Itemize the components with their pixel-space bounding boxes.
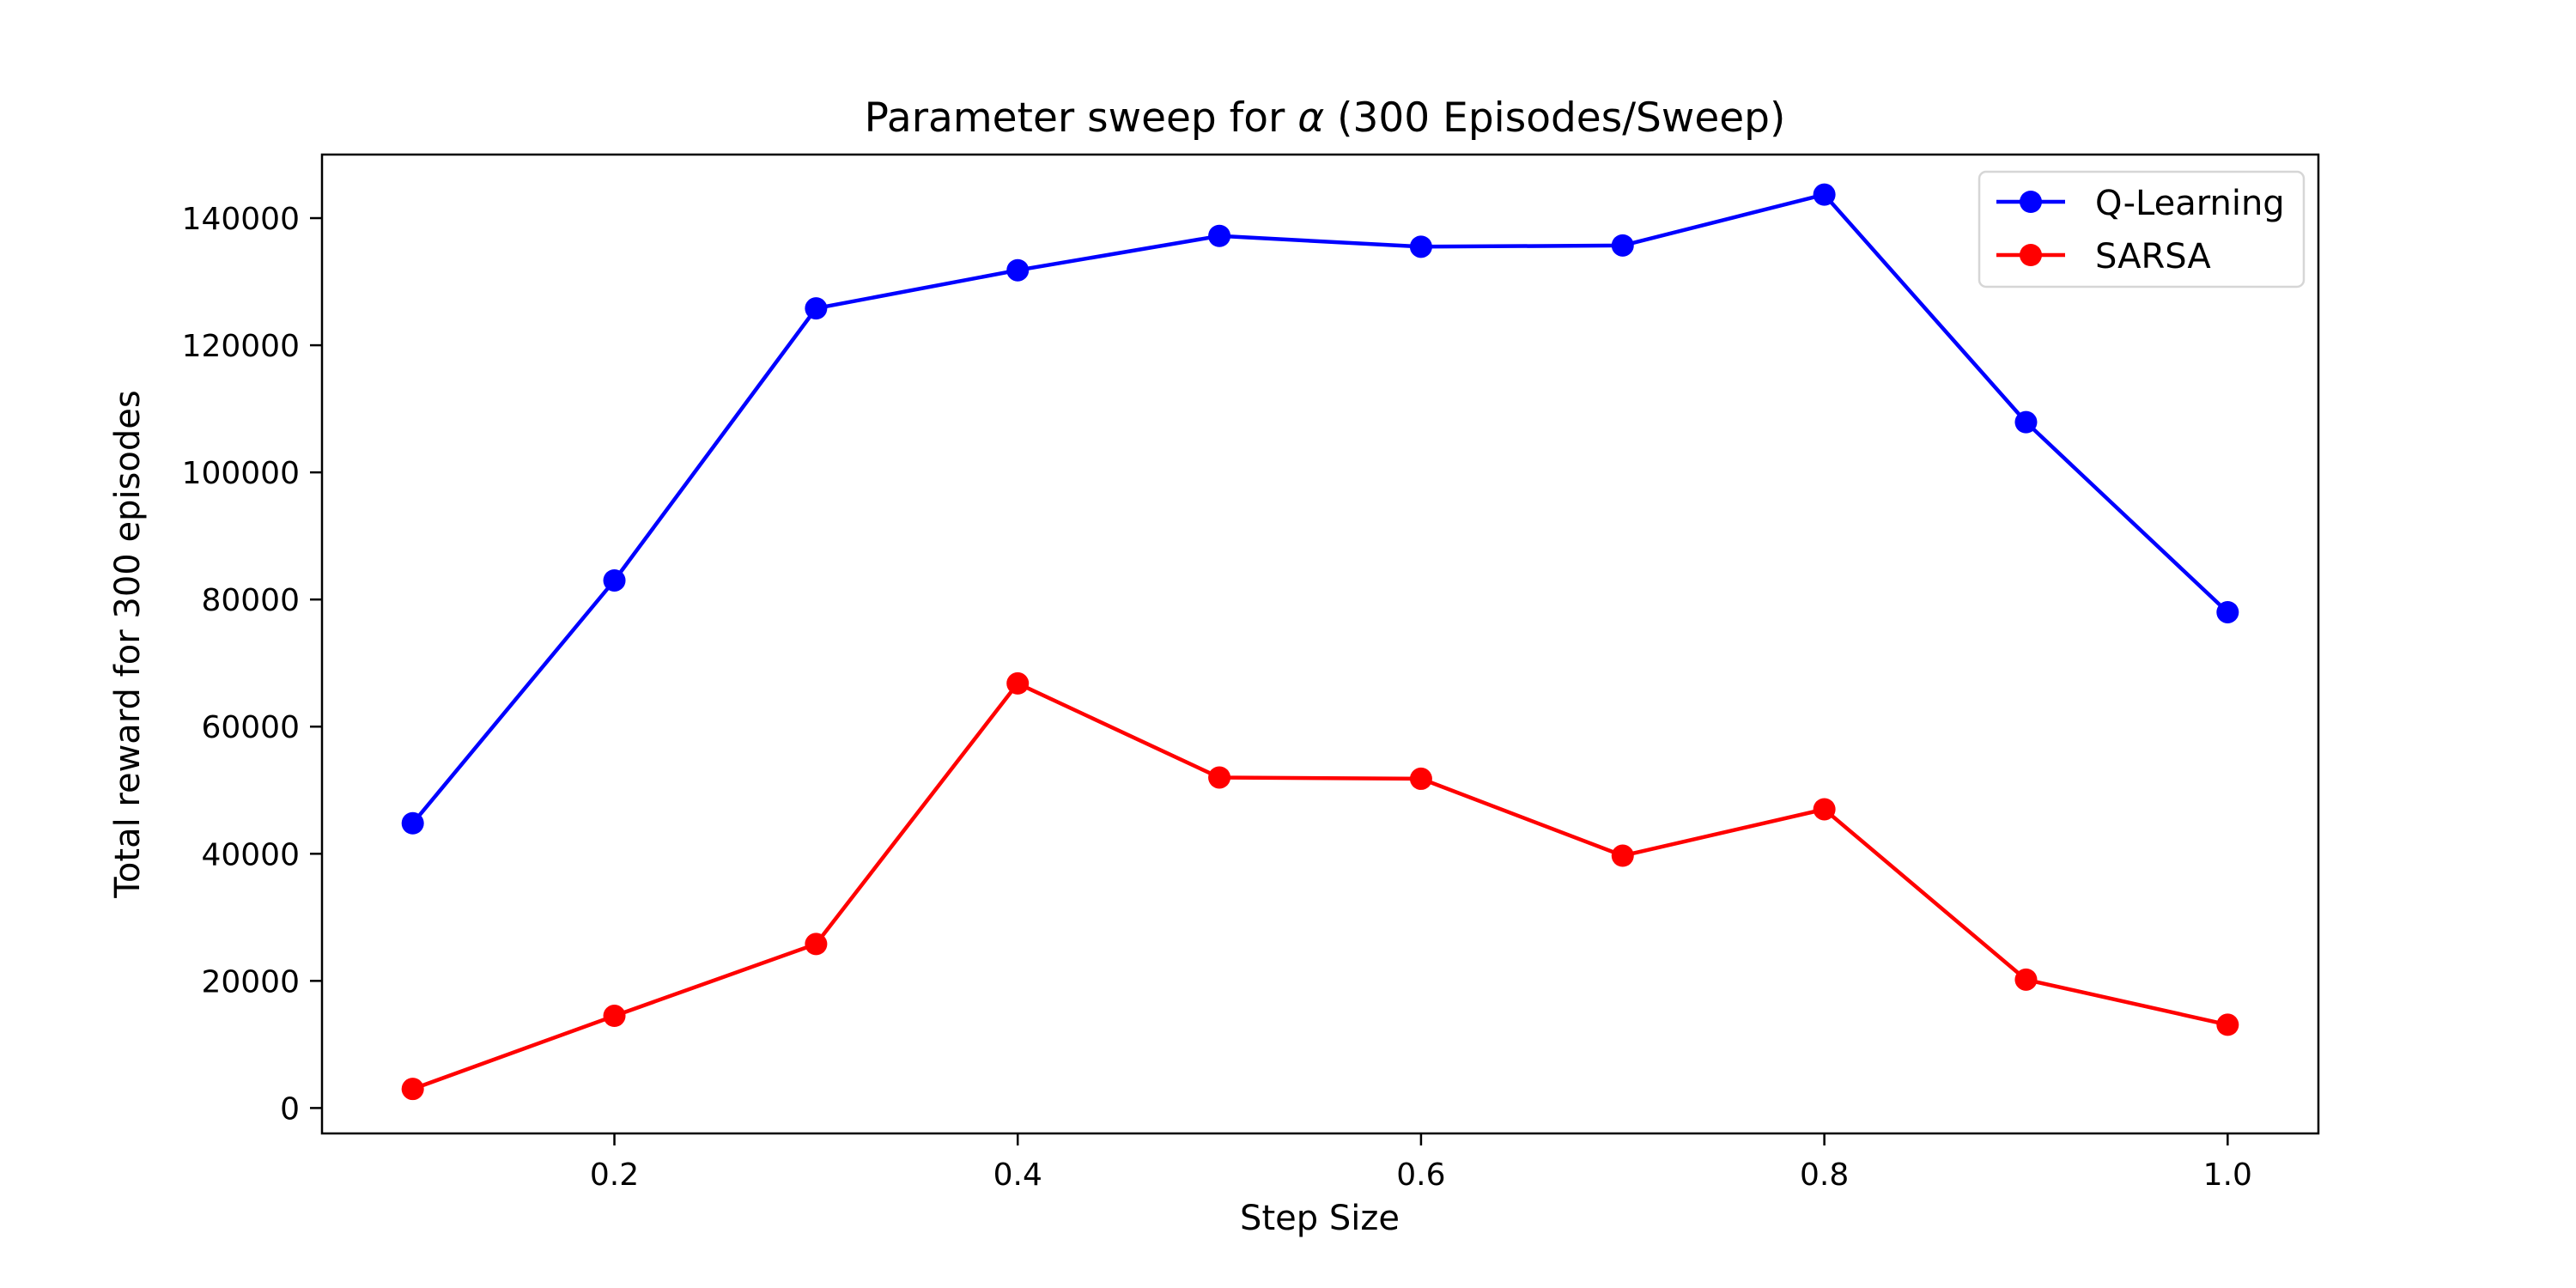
y-tick-label: 120000: [182, 329, 300, 364]
data-point-q-learning: [2216, 600, 2239, 623]
data-point-sarsa: [2216, 1013, 2239, 1036]
data-point-q-learning: [805, 297, 828, 320]
x-axis: 0.2 0.4 0.6 0.8 1.0: [590, 1133, 2252, 1193]
series-layer: [401, 183, 2239, 1101]
legend-marker-sarsa: [2020, 244, 2042, 266]
plot-frame: [320, 153, 2320, 1135]
data-point-q-learning: [1409, 235, 1432, 258]
legend-label-q-learning: Q-Learning: [2095, 184, 2285, 223]
data-point-sarsa: [603, 1005, 626, 1028]
data-point-q-learning: [1208, 224, 1231, 247]
y-tick-label: 60000: [201, 710, 300, 745]
data-point-q-learning: [1611, 234, 1634, 257]
data-point-q-learning: [2014, 410, 2038, 434]
series-line-q-learning: [410, 192, 2229, 825]
data-point-q-learning: [401, 811, 424, 835]
y-tick-label: 80000: [201, 583, 300, 618]
data-point-q-learning: [1006, 258, 1030, 282]
legend: Q-Learning SARSA: [1978, 170, 2306, 289]
data-point-sarsa: [2014, 968, 2038, 991]
x-tick-label: 0.8: [1800, 1157, 1849, 1193]
x-axis-label: Step Size: [1240, 1199, 1400, 1238]
legend-marker-q-learning: [2020, 191, 2042, 213]
x-tick-label: 0.6: [1396, 1157, 1445, 1193]
data-point-q-learning: [603, 568, 626, 592]
y-tick-label: 140000: [182, 202, 300, 237]
data-point-sarsa: [1813, 798, 1836, 821]
chart-title-prefix: Parameter sweep for: [865, 94, 1298, 142]
series-line-sarsa: [411, 681, 2228, 1091]
chart-title-suffix: (300 Episodes/Sweep): [1324, 94, 1785, 142]
chart-title: Parameter sweep for α (300 Episodes/Swee…: [865, 94, 1786, 142]
data-point-sarsa: [1611, 844, 1634, 867]
y-tick-label: 20000: [201, 964, 300, 999]
chart-title-alpha-symbol: α: [1297, 94, 1324, 142]
data-point-sarsa: [1006, 671, 1030, 695]
data-point-q-learning: [1813, 183, 1836, 206]
legend-label-sarsa: SARSA: [2095, 237, 2211, 276]
y-tick-label: 100000: [182, 456, 300, 491]
x-tick-label: 0.4: [993, 1157, 1042, 1193]
data-point-sarsa: [1409, 767, 1432, 790]
y-tick-label: 0: [280, 1091, 300, 1127]
y-tick-label: 40000: [201, 837, 300, 872]
data-point-sarsa: [1208, 766, 1231, 789]
data-point-sarsa: [805, 933, 828, 956]
y-axis-label: Total reward for 300 episodes: [108, 390, 148, 898]
y-axis: 0 20000 40000 60000 80000 100000 120000 140000: [182, 202, 322, 1127]
data-point-sarsa: [401, 1078, 424, 1101]
x-tick-label: 1.0: [2203, 1157, 2252, 1193]
x-tick-label: 0.2: [590, 1157, 639, 1193]
